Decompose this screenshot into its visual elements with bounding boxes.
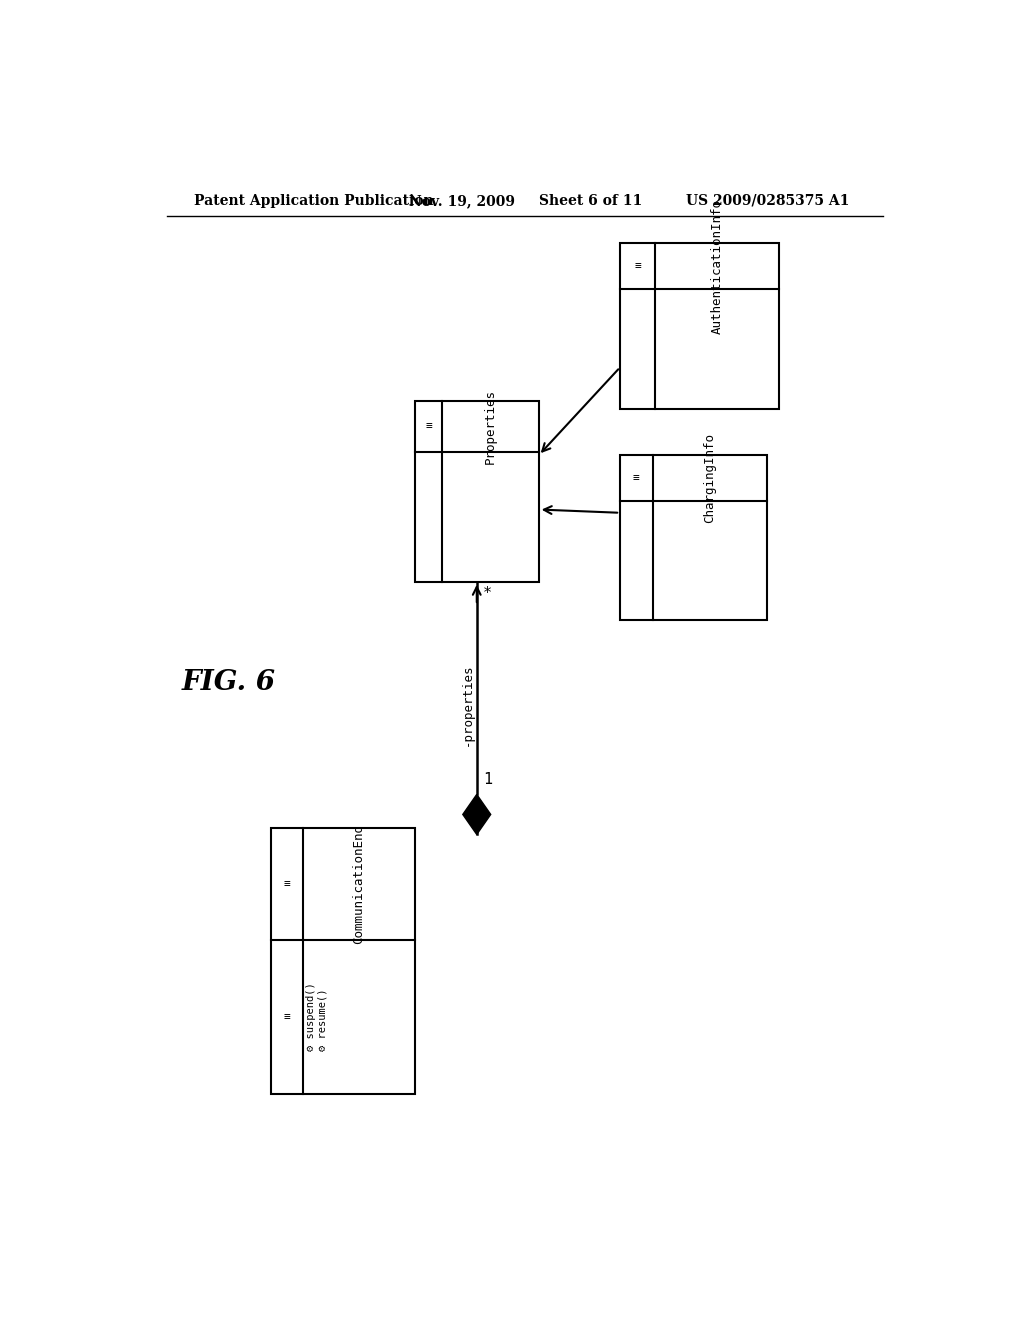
- Text: 1: 1: [483, 771, 493, 787]
- Bar: [621, 455, 767, 620]
- Text: Patent Application Publication: Patent Application Publication: [194, 194, 433, 207]
- Text: Nov. 19, 2009: Nov. 19, 2009: [409, 194, 514, 207]
- Text: ≡: ≡: [284, 1012, 291, 1022]
- Text: ChargingInfo: ChargingInfo: [703, 433, 717, 523]
- Polygon shape: [463, 795, 490, 834]
- Text: ≡: ≡: [425, 421, 432, 432]
- Text: *: *: [483, 586, 493, 601]
- Text: US 2009/0285375 A1: US 2009/0285375 A1: [686, 194, 849, 207]
- Bar: [621, 243, 779, 409]
- Text: Sheet 6 of 11: Sheet 6 of 11: [539, 194, 642, 207]
- Text: AuthenticationInfo: AuthenticationInfo: [711, 199, 724, 334]
- Text: -properties: -properties: [461, 664, 474, 746]
- Bar: [415, 401, 539, 582]
- Text: CommunicationEnd: CommunicationEnd: [352, 824, 366, 944]
- Text: ≡: ≡: [633, 473, 640, 483]
- Text: ⚙ suspend()
⚙ resume(): ⚙ suspend() ⚙ resume(): [306, 982, 328, 1051]
- Bar: [271, 829, 415, 1094]
- Text: ≡: ≡: [284, 879, 291, 890]
- Text: FIG. 6: FIG. 6: [181, 668, 275, 696]
- Text: Properties: Properties: [484, 389, 497, 463]
- Text: ≡: ≡: [634, 261, 641, 272]
